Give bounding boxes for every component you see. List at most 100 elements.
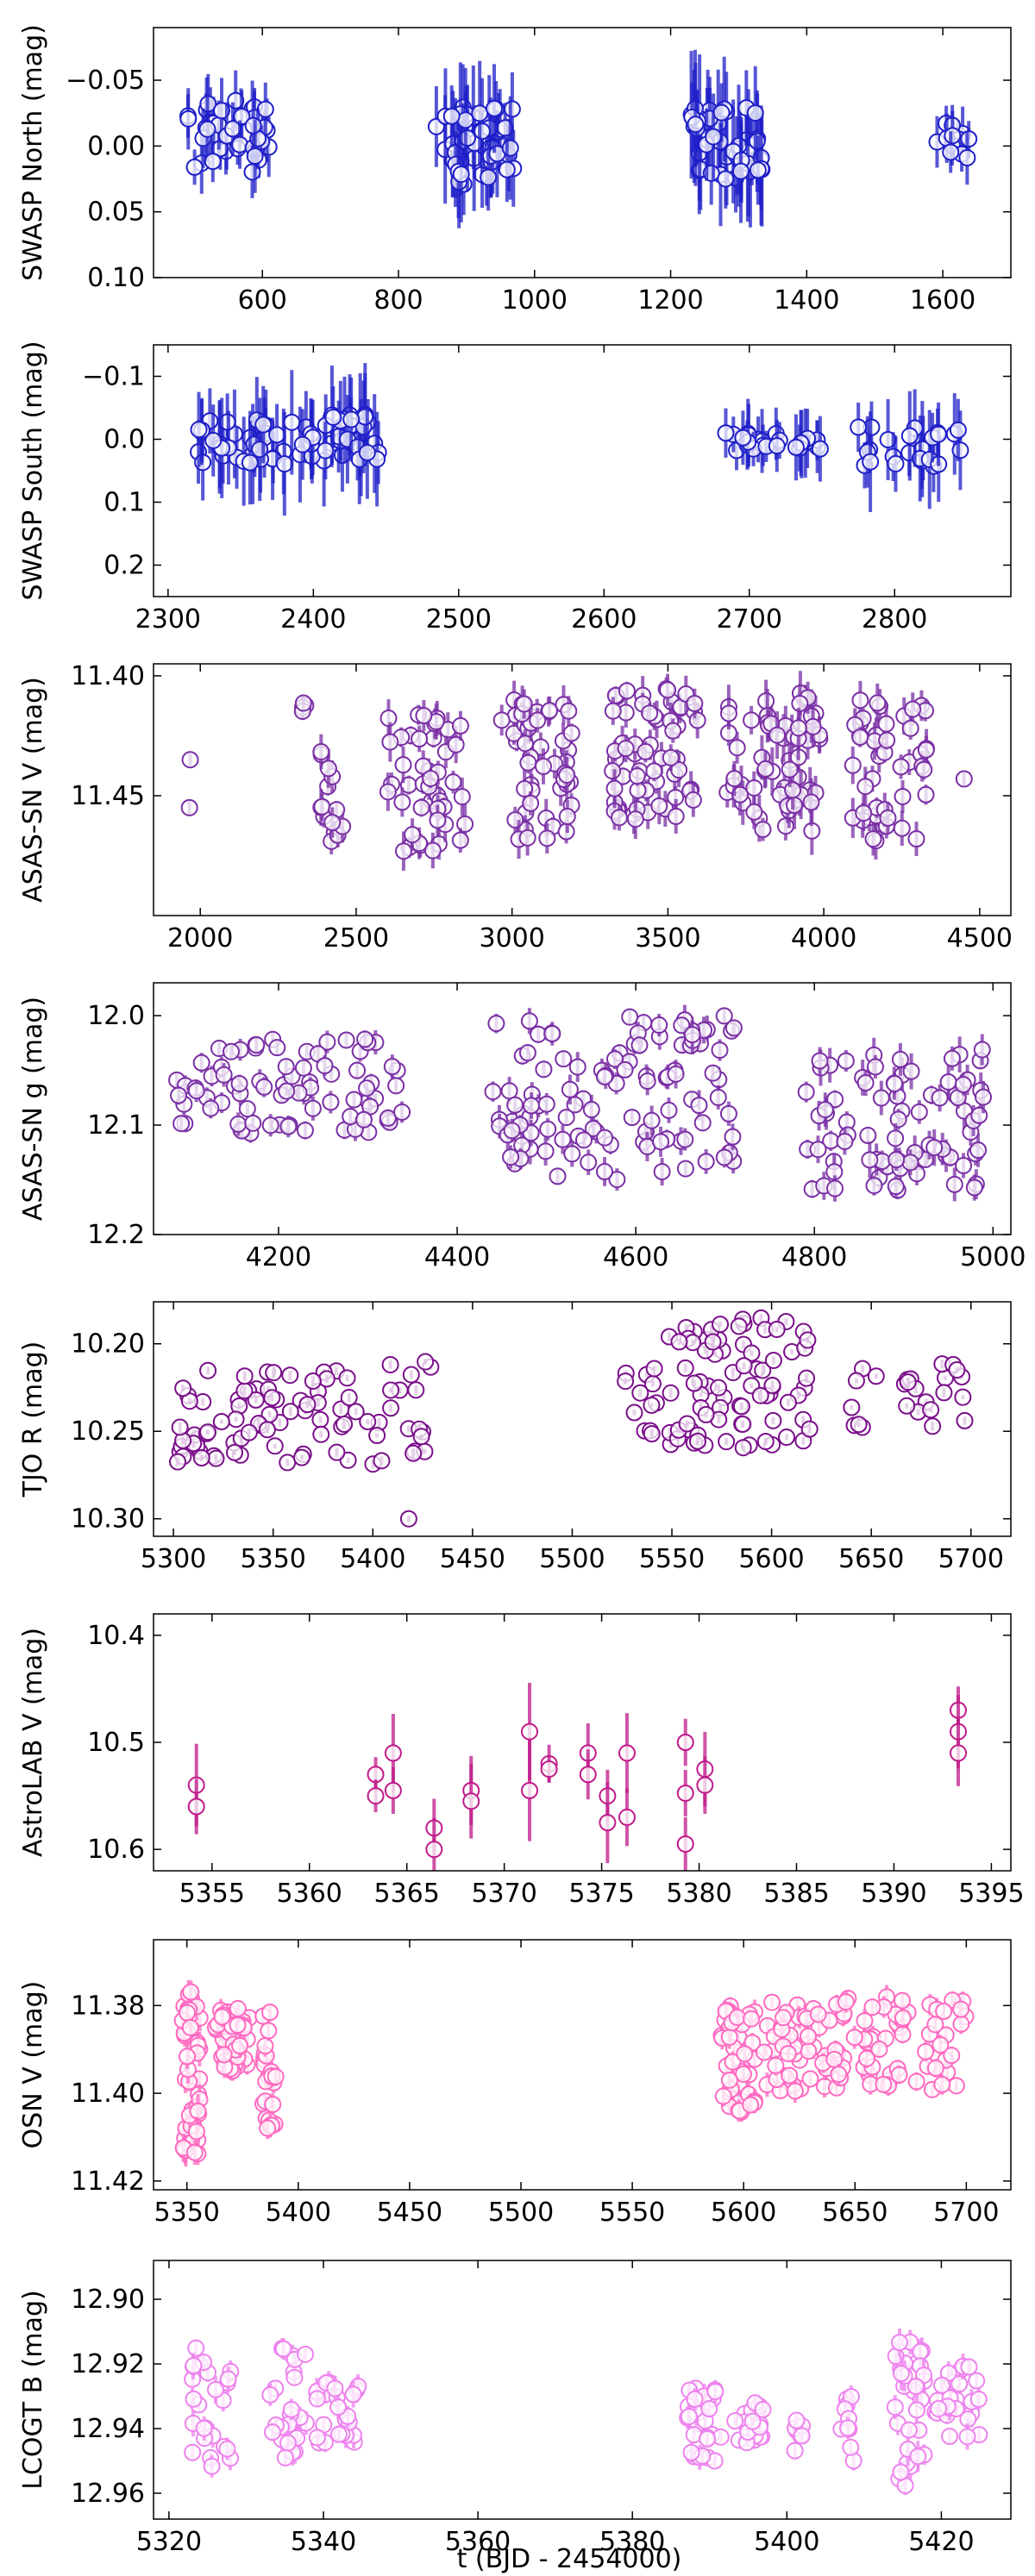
data-point xyxy=(712,1316,730,1334)
data-point xyxy=(618,682,636,700)
data-point xyxy=(907,2378,925,2396)
data-point xyxy=(246,147,264,166)
data-point xyxy=(909,2448,927,2466)
data-point xyxy=(318,1033,336,1051)
data-point xyxy=(207,1449,225,1467)
data-point xyxy=(775,2009,793,2027)
data-point xyxy=(850,418,868,436)
data-point xyxy=(891,1050,909,1068)
data-point xyxy=(453,788,471,806)
data-point xyxy=(394,756,412,774)
data-point xyxy=(872,1089,890,1107)
x-tick-label: 5350 xyxy=(154,2198,220,2228)
data-point xyxy=(650,797,668,815)
data-point xyxy=(328,1443,346,1461)
data-point xyxy=(344,2385,362,2404)
data-point xyxy=(724,2053,742,2071)
data-point xyxy=(743,711,761,729)
data-point xyxy=(800,2042,818,2060)
data-point xyxy=(756,760,775,778)
data-point xyxy=(925,1139,944,1157)
data-point xyxy=(888,1151,906,1169)
x-tick-label: 3000 xyxy=(479,923,544,953)
data-point xyxy=(734,1439,752,1457)
y-tick-label: 0.0 xyxy=(104,425,145,455)
data-point xyxy=(952,2000,970,2018)
data-point xyxy=(863,1998,881,2016)
data-point xyxy=(926,2016,944,2034)
data-point xyxy=(950,1744,968,1762)
plot-frame xyxy=(153,344,1012,597)
x-tick-label: 5450 xyxy=(440,1544,505,1574)
data-point xyxy=(283,413,301,431)
data-point xyxy=(645,1360,663,1378)
x-tick-label: 1200 xyxy=(637,285,703,316)
data-point xyxy=(199,1361,217,1379)
data-point xyxy=(643,1111,661,1129)
data-point xyxy=(780,1393,798,1411)
data-point xyxy=(313,797,331,816)
y-tick-label: 10.25 xyxy=(71,1416,145,1447)
data-point xyxy=(568,1058,586,1076)
data-point xyxy=(734,428,752,447)
data-point xyxy=(720,2071,738,2089)
data-point xyxy=(958,148,976,166)
data-point xyxy=(776,817,794,835)
data-point xyxy=(894,2025,912,2043)
data-point xyxy=(557,1109,575,1127)
data-point xyxy=(850,1416,868,1434)
data-point xyxy=(975,1088,993,1106)
y-tick-label: 12.1 xyxy=(87,1110,145,1141)
data-point xyxy=(393,1103,411,1121)
data-point xyxy=(781,760,799,778)
data-point xyxy=(297,2345,315,2363)
data-point xyxy=(207,2380,225,2398)
data-point xyxy=(415,707,433,725)
data-point xyxy=(187,2123,205,2141)
data-point xyxy=(616,1060,634,1079)
data-point xyxy=(732,1397,750,1416)
data-point xyxy=(264,2095,282,2113)
x-tick-label: 4400 xyxy=(424,1242,490,1272)
data-point xyxy=(800,2028,818,2046)
data-point xyxy=(259,2119,277,2137)
y-tick-label: 10.5 xyxy=(87,1728,145,1758)
data-point xyxy=(263,1389,281,1407)
x-tick-label: 4800 xyxy=(781,1242,847,1272)
data-point xyxy=(540,1760,558,1779)
data-points xyxy=(173,1979,975,2167)
data-point xyxy=(292,1448,310,1466)
data-point xyxy=(932,2376,950,2394)
data-point xyxy=(522,794,540,812)
data-point xyxy=(485,99,503,117)
data-point xyxy=(955,770,973,788)
data-point xyxy=(480,168,498,186)
data-point xyxy=(645,762,663,780)
data-point xyxy=(625,1404,643,1422)
data-point xyxy=(171,1418,189,1436)
y-tick-label: 12.94 xyxy=(71,2414,145,2444)
x-tick-label: 3500 xyxy=(635,923,700,953)
data-point xyxy=(580,1154,598,1172)
data-point xyxy=(786,2082,804,2100)
data-point xyxy=(256,100,274,118)
data-point xyxy=(754,1361,772,1379)
data-point xyxy=(317,1370,336,1388)
data-point xyxy=(659,681,677,699)
y-tick-label: 11.40 xyxy=(71,661,145,691)
data-points xyxy=(180,671,973,872)
data-point xyxy=(254,416,273,434)
y-tick-label: 11.40 xyxy=(71,2079,145,2109)
x-tick-label: 4200 xyxy=(246,1242,311,1272)
data-point xyxy=(887,1178,905,1196)
data-point xyxy=(218,2440,236,2458)
data-point xyxy=(555,1050,573,1068)
data-point xyxy=(187,2339,205,2357)
data-point xyxy=(870,2040,888,2058)
x-tick-label: 5700 xyxy=(933,2198,999,2228)
data-point xyxy=(529,711,547,729)
data-point xyxy=(304,1099,322,1117)
data-point xyxy=(709,1088,727,1106)
data-point xyxy=(941,2428,959,2446)
